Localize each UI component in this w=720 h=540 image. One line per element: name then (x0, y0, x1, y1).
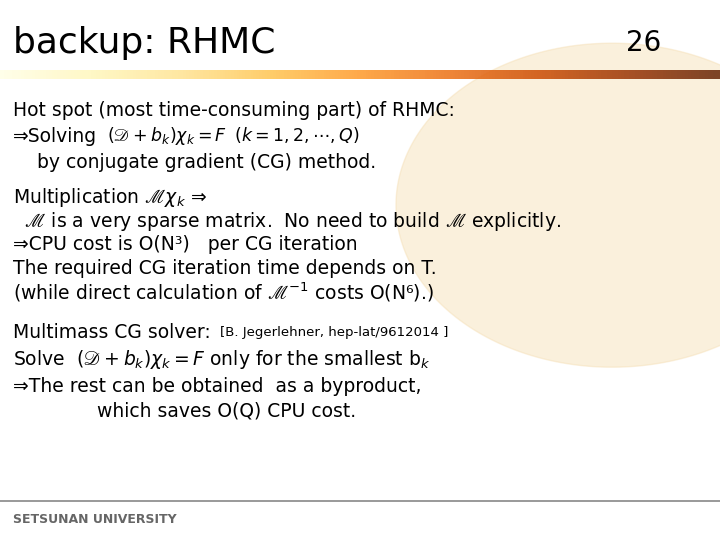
Text: ⇒Solving: ⇒Solving (13, 126, 97, 146)
Text: (while direct calculation of $\mathscr{M}^{-1}$ costs O(N⁶).): (while direct calculation of $\mathscr{M… (13, 281, 433, 305)
Text: Hot spot (most time-consuming part) of RHMC:: Hot spot (most time-consuming part) of R… (13, 101, 455, 120)
Text: Multiplication $\mathscr{M}\chi_k$ ⇒: Multiplication $\mathscr{M}\chi_k$ ⇒ (13, 186, 207, 208)
Text: backup: RHMC: backup: RHMC (13, 26, 276, 60)
Text: Solve  $(\mathscr{D}+b_k)\chi_k = F$ only for the smallest b$_k$: Solve $(\mathscr{D}+b_k)\chi_k = F$ only… (13, 348, 430, 370)
Text: [B. Jegerlehner, hep-lat/9612014 ]: [B. Jegerlehner, hep-lat/9612014 ] (220, 326, 448, 339)
Text: $(\mathscr{D}+b_k)\chi_k = F\;\;(k=1,2,\cdots,Q)$: $(\mathscr{D}+b_k)\chi_k = F\;\;(k=1,2,\… (107, 125, 359, 147)
Text: which saves O(Q) CPU cost.: which saves O(Q) CPU cost. (13, 402, 356, 421)
Polygon shape (396, 43, 720, 367)
Text: by conjugate gradient (CG) method.: by conjugate gradient (CG) method. (13, 152, 376, 172)
Text: ⇒CPU cost is O(N³)   per CG iteration: ⇒CPU cost is O(N³) per CG iteration (13, 235, 358, 254)
Text: $\mathscr{M}$ is a very sparse matrix.  No need to build $\mathscr{M}$ explicitl: $\mathscr{M}$ is a very sparse matrix. N… (13, 210, 561, 233)
Text: 26: 26 (626, 29, 662, 57)
Text: The required CG iteration time depends on T.: The required CG iteration time depends o… (13, 259, 436, 278)
Text: Multimass CG solver:: Multimass CG solver: (13, 322, 211, 342)
Text: SETSUNAN UNIVERSITY: SETSUNAN UNIVERSITY (13, 513, 176, 526)
Text: ⇒The rest can be obtained  as a byproduct,: ⇒The rest can be obtained as a byproduct… (13, 376, 421, 396)
